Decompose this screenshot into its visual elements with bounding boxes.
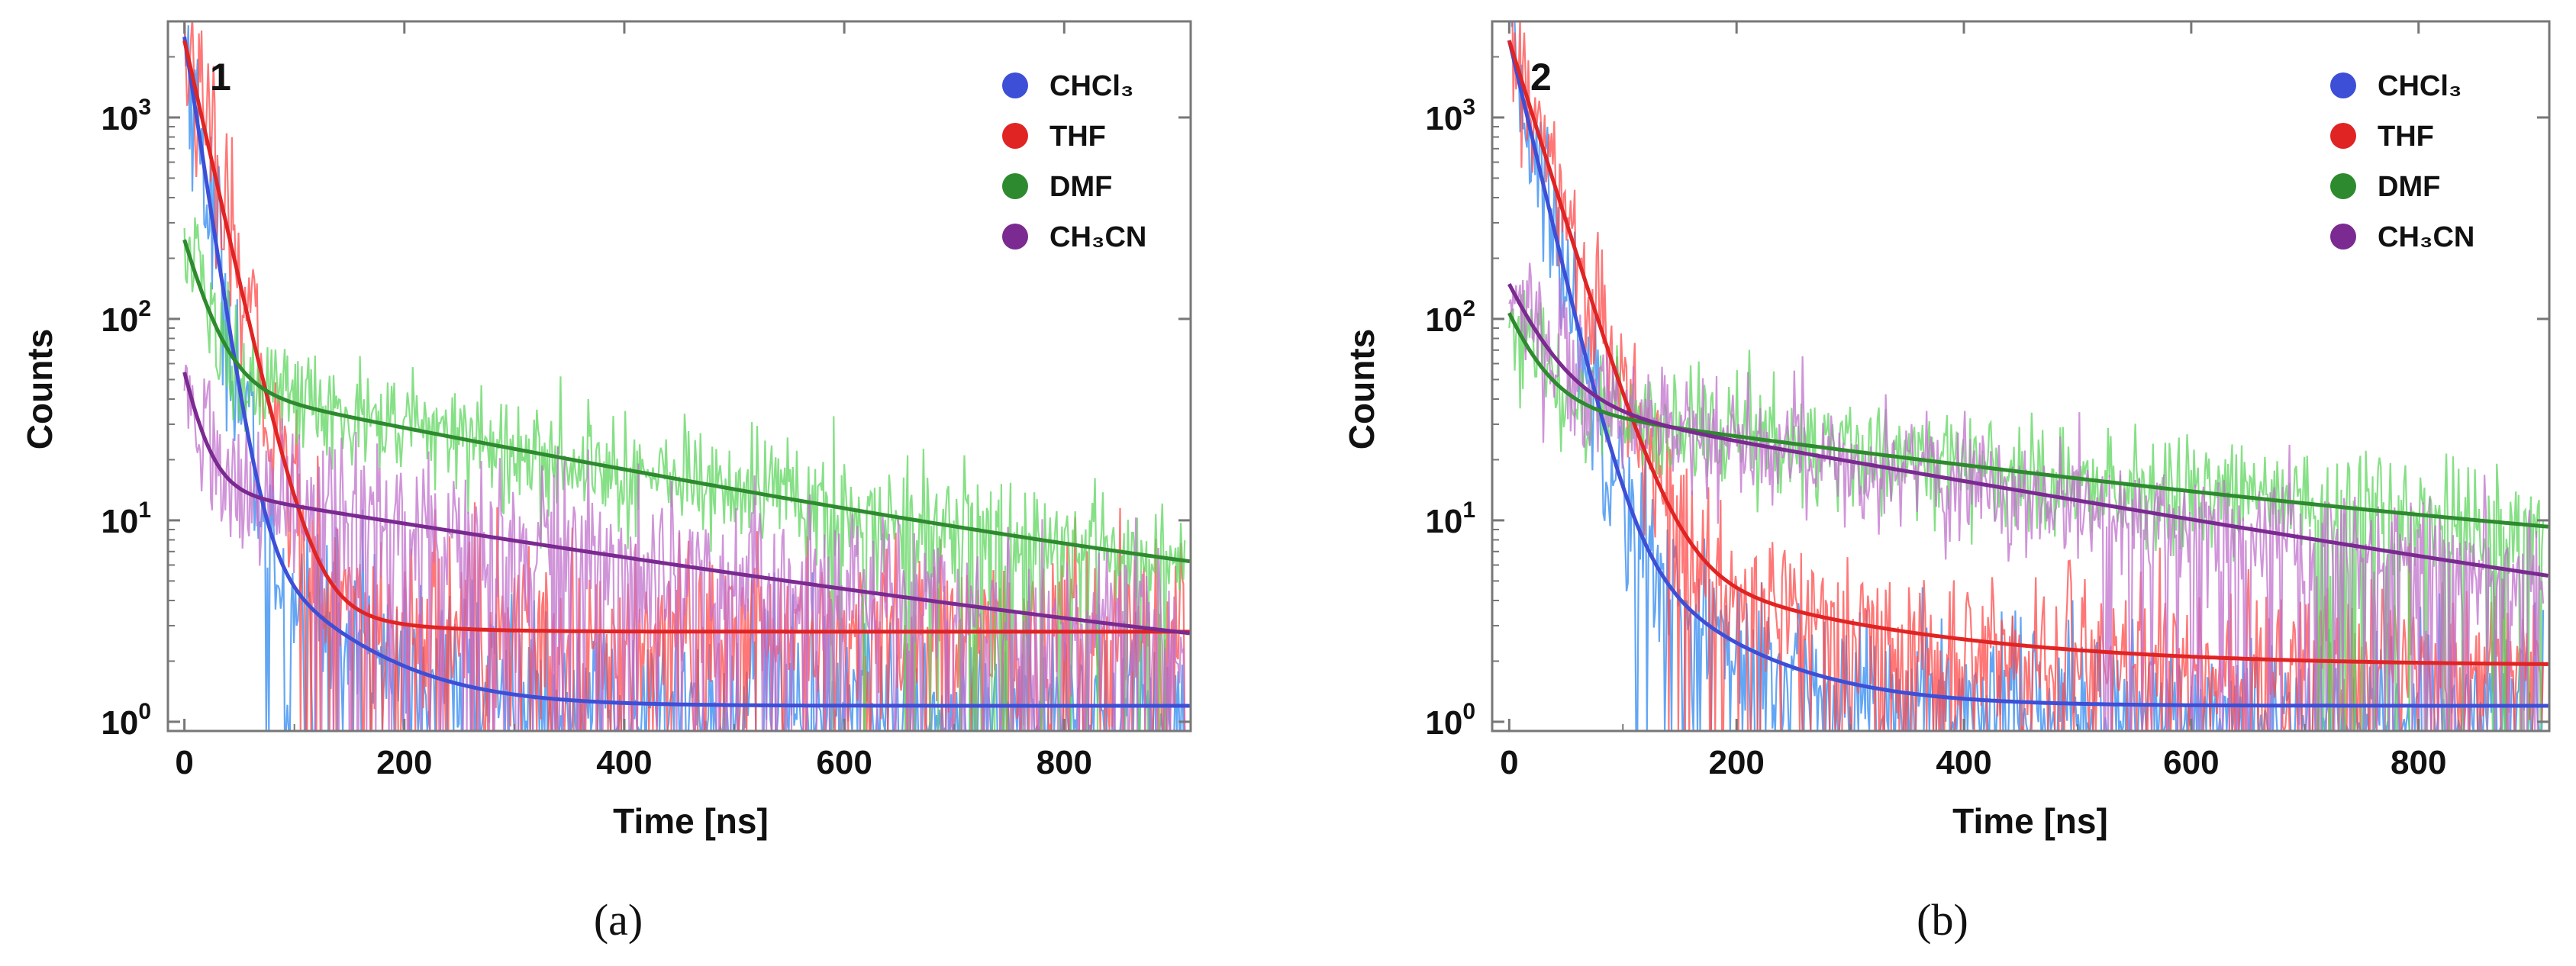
legend-marker-b-3 [2330, 173, 2356, 199]
ticks-b: 0 200 400 600 800 100 101 102 103 [1425, 21, 2549, 781]
fit-curve-b-2 [1507, 40, 2549, 666]
fit-curve-a-1 [182, 36, 1190, 708]
panel-label-b: (b) [1917, 895, 1968, 945]
legend-marker-a-1 [1002, 72, 1028, 98]
y-axis-title-b: Counts [1342, 329, 1381, 449]
legend-label-a-2: THF [1049, 121, 1106, 153]
x-tick-label: 0 [175, 744, 193, 781]
fit-curve-a-3 [182, 239, 1190, 564]
panel-label-a: (a) [594, 895, 643, 945]
fit-curve-b-4 [1507, 283, 2549, 578]
data-trace-b-4 [1508, 262, 2545, 731]
panel-b: 0 200 400 600 800 100 101 102 103 2 Time [ns] Co… [1342, 20, 2551, 945]
legend-label-b-3: DMF [2378, 171, 2440, 203]
panel-number-b: 2 [1530, 56, 1552, 98]
legend-label-a-1: CHCl₃ [1049, 70, 1133, 102]
y-tick-label: 102 [1425, 296, 1475, 339]
legend-label-b-1: CHCl₃ [2378, 70, 2462, 102]
data-trace-a-4 [183, 364, 1186, 731]
plot-frame-a [166, 20, 1192, 733]
fit-curve-b-1 [1507, 40, 2549, 708]
y-axis-title-a: Counts [20, 329, 60, 449]
x-axis-title-a: Time [ns] [613, 801, 769, 841]
y-tick-label: 100 [1425, 699, 1475, 742]
legend-marker-a-3 [1002, 173, 1028, 199]
legend-marker-b-2 [2330, 123, 2356, 149]
x-tick-label: 600 [816, 744, 872, 781]
panel-number-a: 1 [210, 56, 231, 98]
data-trace-b-2 [1508, 21, 2545, 731]
y-tick-label: 101 [1425, 497, 1475, 540]
legend-label-a-3: DMF [1049, 171, 1112, 203]
fit-curve-a-4 [182, 372, 1190, 636]
data-trace-a-3 [183, 217, 1186, 731]
x-axis-title-b: Time [ns] [1952, 801, 2108, 841]
panel-a: 0 200 400 600 800 100 101 102 103 1 Time [ns] Co… [20, 20, 1192, 945]
x-tick-label: 800 [2391, 744, 2446, 781]
x-tick-label: 200 [1708, 744, 1764, 781]
y-tick-label: 103 [101, 95, 151, 137]
fit-curve-a-2 [182, 40, 1190, 634]
plot-layer-a [182, 21, 1190, 731]
plot-layer-b [1507, 21, 2549, 731]
legend-marker-b-4 [2330, 224, 2356, 250]
y-tick-label: 102 [101, 296, 151, 339]
x-tick-label: 400 [1936, 744, 1991, 781]
y-tick-label: 103 [1425, 95, 1475, 137]
x-tick-label: 0 [1500, 744, 1518, 781]
x-tick-label: 600 [2163, 744, 2219, 781]
plot-frame-b [1491, 20, 2551, 733]
legend-marker-a-4 [1002, 224, 1028, 250]
legend-b: CHCl₃ THF DMF CH₃CN [2330, 70, 2474, 253]
legend-marker-b-1 [2330, 72, 2356, 98]
x-tick-label: 800 [1037, 744, 1092, 781]
legend-label-b-4: CH₃CN [2378, 221, 2474, 253]
legend-label-b-2: THF [2378, 121, 2434, 153]
x-tick-label: 200 [376, 744, 432, 781]
legend-a: CHCl₃ THF DMF CH₃CN [1002, 70, 1146, 253]
legend-marker-a-2 [1002, 123, 1028, 149]
legend-label-a-4: CH₃CN [1049, 221, 1146, 253]
y-tick-label: 101 [101, 497, 151, 540]
y-tick-label: 100 [101, 699, 151, 742]
ticks-a: 0 200 400 600 800 100 101 102 103 [101, 21, 1191, 781]
x-tick-label: 400 [596, 744, 652, 781]
